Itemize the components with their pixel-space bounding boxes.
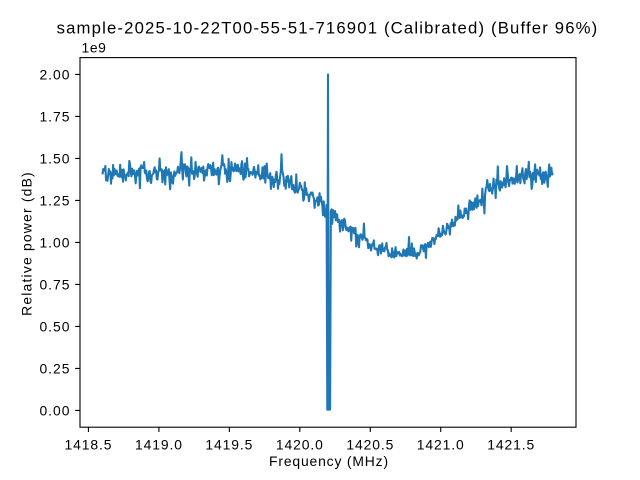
- svg-text:1421.5: 1421.5: [487, 437, 535, 453]
- svg-text:1.25: 1.25: [39, 192, 70, 208]
- svg-text:0.50: 0.50: [39, 318, 70, 334]
- svg-text:1.50: 1.50: [39, 150, 70, 166]
- svg-text:0.75: 0.75: [39, 276, 70, 292]
- svg-text:0.25: 0.25: [39, 360, 70, 376]
- svg-text:1.00: 1.00: [39, 234, 70, 250]
- svg-text:Frequency (MHz): Frequency (MHz): [269, 453, 389, 469]
- svg-text:1e9: 1e9: [82, 40, 107, 56]
- svg-text:1418.5: 1418.5: [65, 437, 113, 453]
- svg-text:0.00: 0.00: [39, 402, 70, 418]
- svg-text:sample-2025-10-22T00-55-51-716: sample-2025-10-22T00-55-51-716901 (Calib…: [57, 19, 599, 38]
- svg-text:2.00: 2.00: [39, 66, 70, 82]
- svg-text:1419.0: 1419.0: [135, 437, 183, 453]
- svg-text:1419.5: 1419.5: [205, 437, 253, 453]
- svg-text:1421.0: 1421.0: [417, 437, 465, 453]
- svg-text:1420.0: 1420.0: [276, 437, 324, 453]
- svg-text:Relative power (dB): Relative power (dB): [19, 171, 35, 316]
- svg-text:1420.5: 1420.5: [346, 437, 394, 453]
- svg-text:1.75: 1.75: [39, 108, 70, 124]
